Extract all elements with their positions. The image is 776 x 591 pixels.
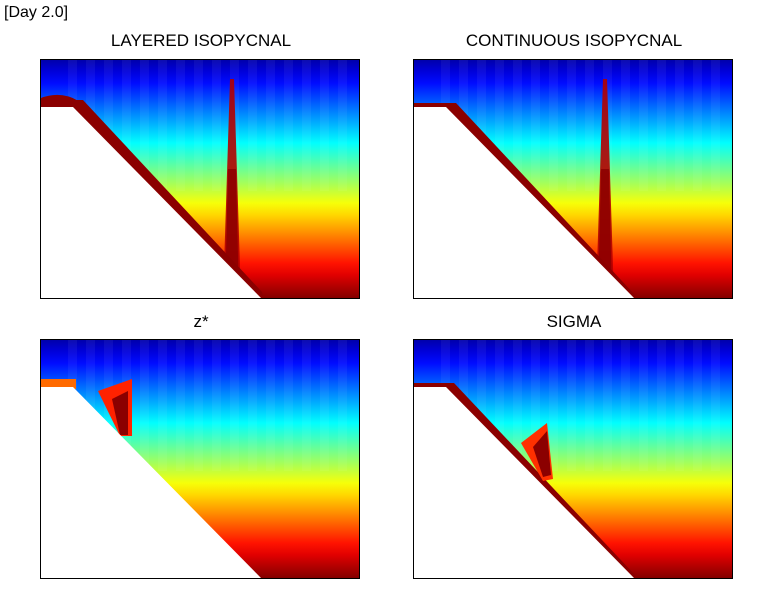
panel-2	[413, 59, 733, 299]
panel-1	[40, 59, 360, 299]
panel-title-3: z*	[193, 312, 209, 331]
topography	[40, 107, 262, 299]
topography	[413, 107, 635, 299]
stalled-plume-core	[112, 391, 128, 435]
panel-title-1: LAYERED ISOPYCNAL	[110, 31, 292, 50]
panel-4	[413, 339, 733, 579]
axes-frame	[413, 59, 733, 299]
topography	[413, 387, 635, 579]
topography	[40, 387, 262, 579]
shelf-plume	[40, 379, 76, 389]
day-label: [Day 2.0]	[4, 4, 69, 21]
slope-plume-core	[533, 431, 551, 477]
panel-3	[40, 339, 360, 579]
panel-title-4: SIGMA	[546, 312, 602, 331]
axes-frame	[413, 339, 733, 579]
axes-frame	[40, 339, 360, 579]
panel-title-2: CONTINUOUS ISOPYCNAL	[465, 31, 683, 50]
axes-frame	[40, 59, 360, 299]
plume-head	[40, 95, 79, 106]
